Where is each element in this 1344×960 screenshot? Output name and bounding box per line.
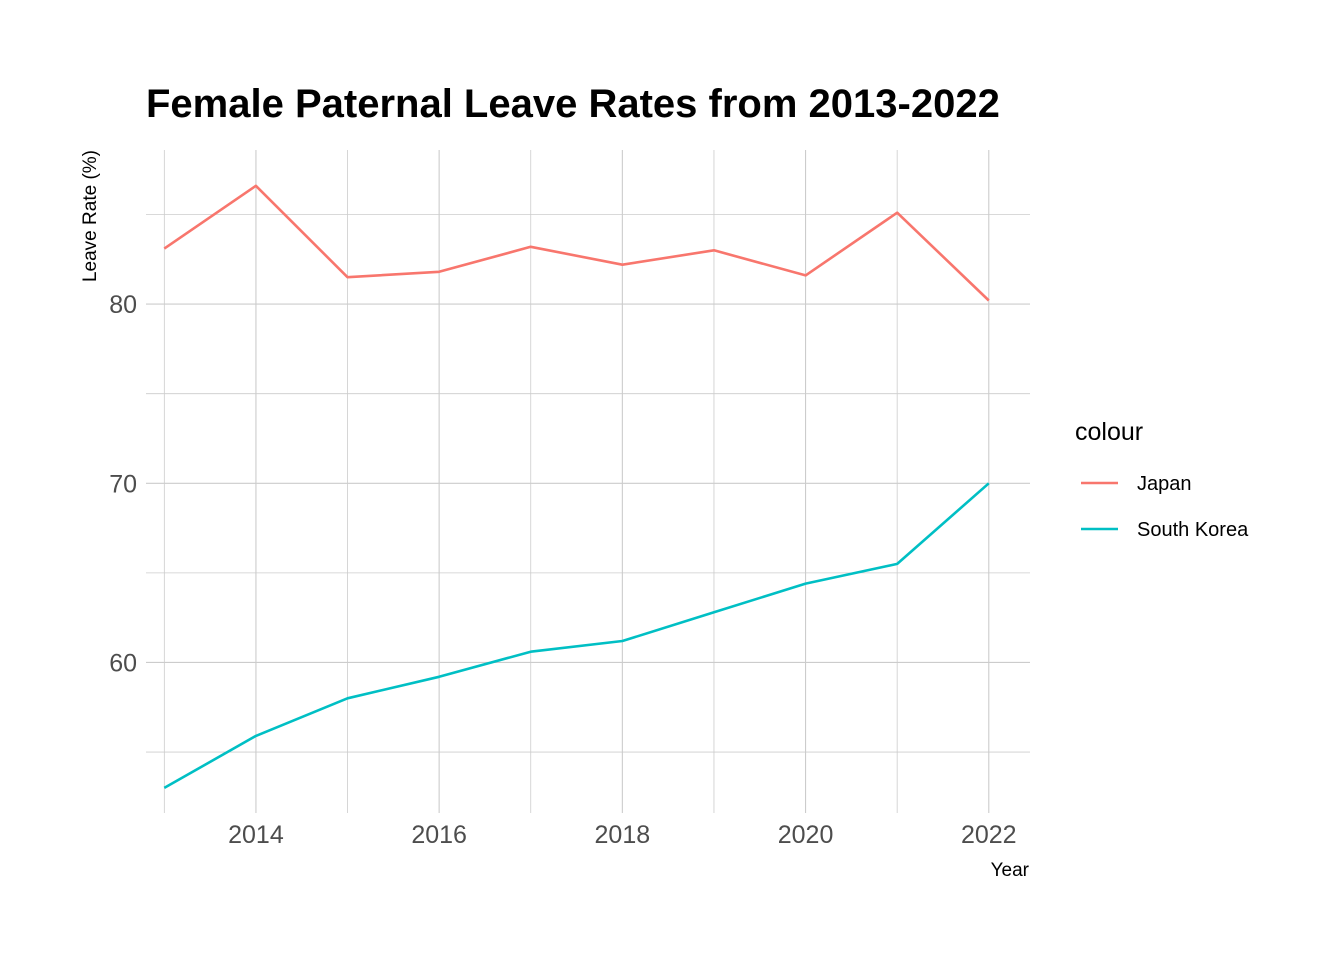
x-tick-label: 2022 [961,821,1017,849]
y-axis-ticks: 60 70 80 [109,291,137,677]
series-line-south-korea [163,482,990,790]
x-tick-label: 2014 [228,821,284,849]
legend-title: colour [1075,418,1143,446]
x-tick-label: 2020 [778,821,834,849]
legend-items: Japan South Korea [1081,473,1249,541]
chart-title: Female Paternal Leave Rates from 2013-20… [146,82,1000,126]
series-lines [163,184,990,790]
x-axis-ticks: 2014 2016 2018 2020 2022 [228,821,1016,849]
series-line-japan [163,184,990,302]
y-tick-label: 70 [109,470,137,498]
x-axis-title: Year [991,860,1030,881]
legend-label-south-korea: South Korea [1137,519,1249,541]
x-tick-label: 2018 [595,821,651,849]
x-tick-label: 2016 [411,821,467,849]
legend: colour Japan South Korea [1075,418,1249,541]
y-tick-label: 80 [109,291,137,319]
legend-label-japan: Japan [1137,473,1192,495]
grid [146,150,1030,813]
y-axis-title: Leave Rate (%) [80,150,101,282]
y-tick-label: 60 [109,649,137,677]
